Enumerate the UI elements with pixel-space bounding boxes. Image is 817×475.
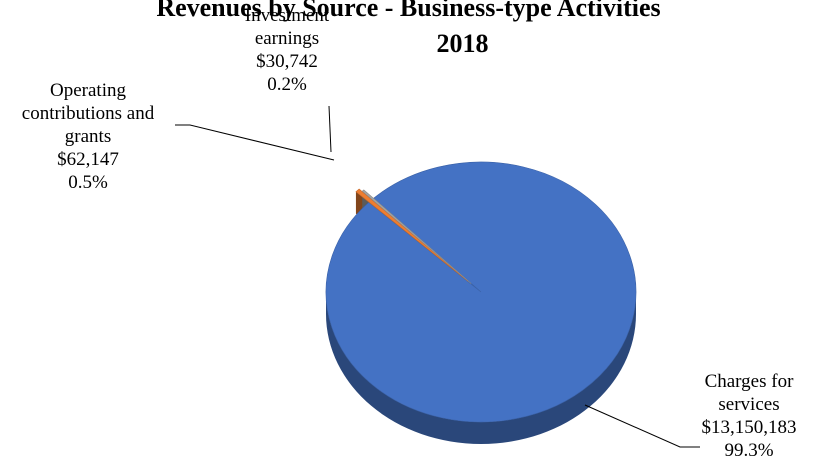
label-amount: $62,147 bbox=[57, 149, 119, 170]
label-line: contributions and bbox=[21, 103, 155, 124]
label-line: grants bbox=[64, 126, 112, 147]
pie-slice bbox=[325, 161, 637, 423]
pie-slice-side bbox=[326, 292, 636, 444]
label-percent: 0.2% bbox=[267, 74, 307, 95]
label-percent: 0.5% bbox=[68, 172, 108, 193]
leader-line bbox=[328, 105, 332, 153]
label-line: Charges for bbox=[704, 371, 794, 392]
label-percent: 99.3% bbox=[724, 440, 774, 461]
pie-slice bbox=[361, 189, 472, 284]
label-line: Investment bbox=[244, 5, 330, 26]
leader-line bbox=[175, 124, 335, 161]
chart-title: Revenues by Source - Business-type Activ… bbox=[156, 0, 661, 22]
label-line: earnings bbox=[254, 28, 320, 49]
label-line: Operating bbox=[50, 80, 126, 101]
data-label-charges-for-services: Charges for services $13,150,183 99.3% bbox=[684, 370, 814, 462]
chart-title-year: 2018 bbox=[436, 29, 489, 58]
data-label-operating-contributions: Operating contributions and grants $62,1… bbox=[2, 79, 174, 194]
label-amount: $30,742 bbox=[256, 51, 318, 72]
leader-line bbox=[584, 404, 700, 448]
label-amount: $13,150,183 bbox=[701, 417, 797, 438]
pie-slice bbox=[355, 188, 469, 282]
data-label-investment-earnings: Investment earnings $30,742 0.2% bbox=[222, 4, 352, 96]
label-line: services bbox=[718, 394, 780, 415]
